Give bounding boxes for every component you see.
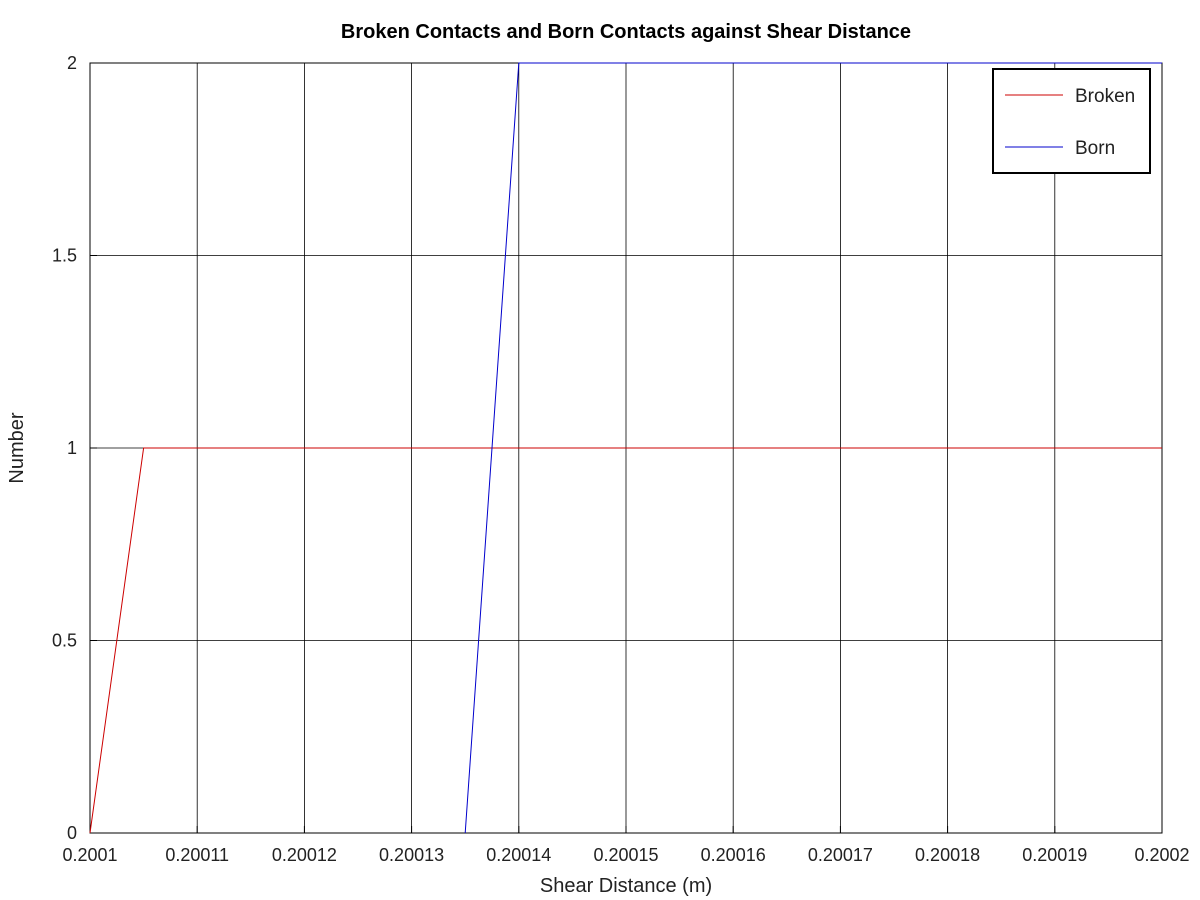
chart-title: Broken Contacts and Born Contacts agains…	[341, 21, 911, 43]
x-tick-label: 0.20015	[593, 845, 658, 865]
y-tick-label: 1.5	[52, 246, 77, 266]
y-tick-label: 0.5	[52, 631, 77, 651]
legend-box	[992, 68, 1151, 174]
x-tick-label: 0.2001	[62, 845, 117, 865]
x-tick-label: 0.20014	[486, 845, 551, 865]
series-line-broken	[89, 447, 1162, 834]
legend-label-broken: Broken	[1075, 86, 1135, 107]
x-tick-label: 0.20013	[379, 845, 444, 865]
series-lines	[89, 62, 1162, 834]
x-tick-label: 0.20016	[701, 845, 766, 865]
y-tick-label: 0	[67, 823, 77, 843]
x-tick-label: 0.20012	[272, 845, 337, 865]
y-axis-label: Number	[6, 412, 28, 483]
legend-label-born: Born	[1075, 138, 1115, 159]
axis-ticks: 0.2001 0.20011 0.20012 0.20013 0.20014 0.2001…	[52, 53, 1190, 865]
x-tick-label: 0.20011	[165, 845, 229, 865]
x-axis-label: Shear Distance (m)	[540, 875, 712, 897]
x-tick-label: 0.20018	[915, 845, 980, 865]
x-tick-label: 0.20017	[808, 845, 873, 865]
y-tick-label: 2	[67, 53, 77, 73]
legend: Broken Born	[992, 68, 1151, 174]
series-line-born	[464, 62, 1162, 834]
x-tick-label: 0.2002	[1134, 845, 1189, 865]
y-tick-label: 1	[67, 438, 77, 458]
x-tick-label: 0.20019	[1022, 845, 1087, 865]
